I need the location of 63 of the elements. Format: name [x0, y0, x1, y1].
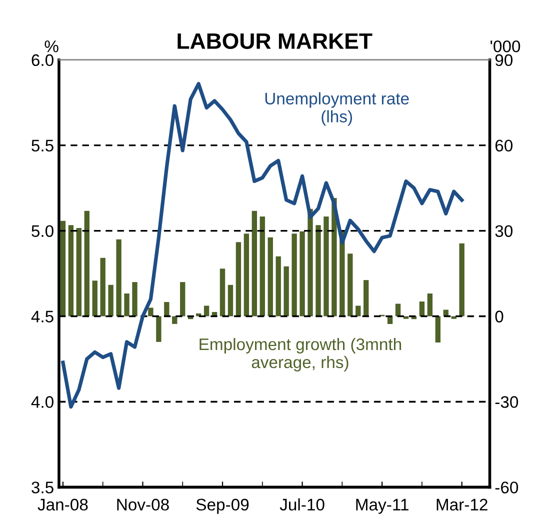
bar [260, 216, 265, 316]
x-tick-label: Nov-08 [117, 498, 169, 511]
bar [364, 280, 369, 316]
bar [100, 258, 106, 316]
y2-tick-label: 30 [495, 225, 513, 237]
bar [228, 284, 234, 316]
y-tick-label: 6.0 [32, 54, 54, 66]
x-tick-label: Mar-12 [436, 498, 488, 511]
bar [427, 293, 433, 316]
bar [435, 316, 440, 342]
bar [132, 282, 138, 316]
bar [300, 231, 305, 316]
bar [419, 301, 425, 316]
y-tick-label: 5.5 [32, 140, 54, 152]
series-label: Employment growth (3mnth average, rhs) [200, 338, 402, 372]
line-series [61, 82, 464, 409]
y2-tick-label: -30 [495, 396, 518, 408]
bar [180, 282, 186, 316]
bar [76, 228, 82, 316]
bar [60, 220, 66, 316]
bar [236, 242, 242, 316]
y-tick-label: 4.5 [31, 310, 54, 322]
bar [156, 316, 162, 342]
bar [308, 208, 313, 316]
y-tick-label: 3.5 [32, 482, 54, 494]
bar [68, 225, 74, 316]
bar [443, 310, 448, 316]
bar [172, 316, 178, 324]
bar [148, 308, 154, 316]
bar [356, 306, 361, 316]
y-axis-title: % [44, 40, 58, 52]
chart-title: LABOUR MARKET [178, 33, 372, 49]
bar [84, 210, 90, 316]
x-tick-label: Jan-08 [38, 498, 88, 511]
y2-tick-label: 0 [495, 310, 504, 322]
bar [204, 306, 210, 316]
bar [268, 237, 273, 316]
y2-tick-label: 90 [495, 54, 513, 66]
y-tick-label: 5.0 [32, 225, 54, 237]
bar [324, 216, 329, 316]
bar [124, 293, 130, 316]
x-tick-label: Jul-10 [280, 498, 324, 511]
x-tick-label: May-11 [356, 498, 408, 514]
bar [92, 280, 98, 316]
series-label: Unemployment rate (lhs) [265, 92, 409, 126]
y-tick-label: 4.0 [31, 396, 54, 408]
bar [252, 210, 258, 316]
bar [348, 254, 353, 316]
y2-tick-label: -60 [495, 482, 518, 494]
bar [164, 302, 170, 316]
bar [108, 284, 114, 316]
bar [316, 225, 321, 316]
bar [244, 234, 250, 316]
bar [220, 268, 226, 316]
bar [292, 234, 297, 316]
bar [276, 256, 281, 316]
bar [116, 239, 122, 316]
y2-tick-label: 60 [495, 140, 513, 152]
x-tick-label: Sep-09 [196, 498, 249, 514]
y2-axis-title: '000 [490, 40, 520, 52]
bar [284, 266, 289, 316]
bar [395, 304, 401, 316]
bar [459, 243, 464, 316]
